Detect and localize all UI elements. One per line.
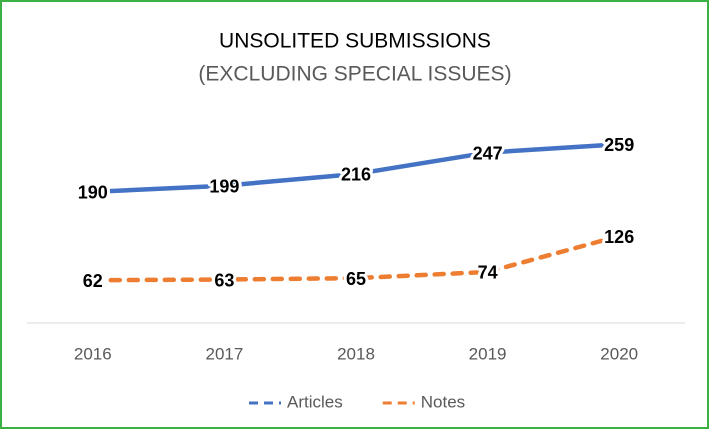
x-tick-label: 2017	[205, 344, 243, 363]
data-label: 190	[78, 183, 108, 203]
data-label: 65	[346, 269, 366, 289]
x-tick-label: 2018	[337, 344, 375, 363]
data-label: 247	[473, 143, 503, 163]
chart-title: UNSOLITED SUBMISSIONS	[219, 30, 491, 53]
data-label: 74	[478, 263, 498, 283]
data-label: 62	[83, 271, 103, 291]
legend-label: Articles	[287, 392, 343, 411]
legend-label: Notes	[421, 392, 465, 411]
x-tick-label: 2019	[469, 344, 507, 363]
chart-subtitle: (EXCLUDING SPECIAL ISSUES)	[198, 63, 511, 86]
series-line	[90, 142, 622, 195]
data-label: 199	[209, 176, 239, 196]
series-line	[90, 233, 622, 283]
data-label: 63	[214, 270, 234, 290]
x-tick-label: 2016	[74, 344, 112, 363]
data-label: 126	[604, 227, 634, 247]
x-tick-label: 2020	[600, 344, 638, 363]
data-label: 259	[604, 135, 634, 155]
data-label: 216	[341, 165, 371, 185]
